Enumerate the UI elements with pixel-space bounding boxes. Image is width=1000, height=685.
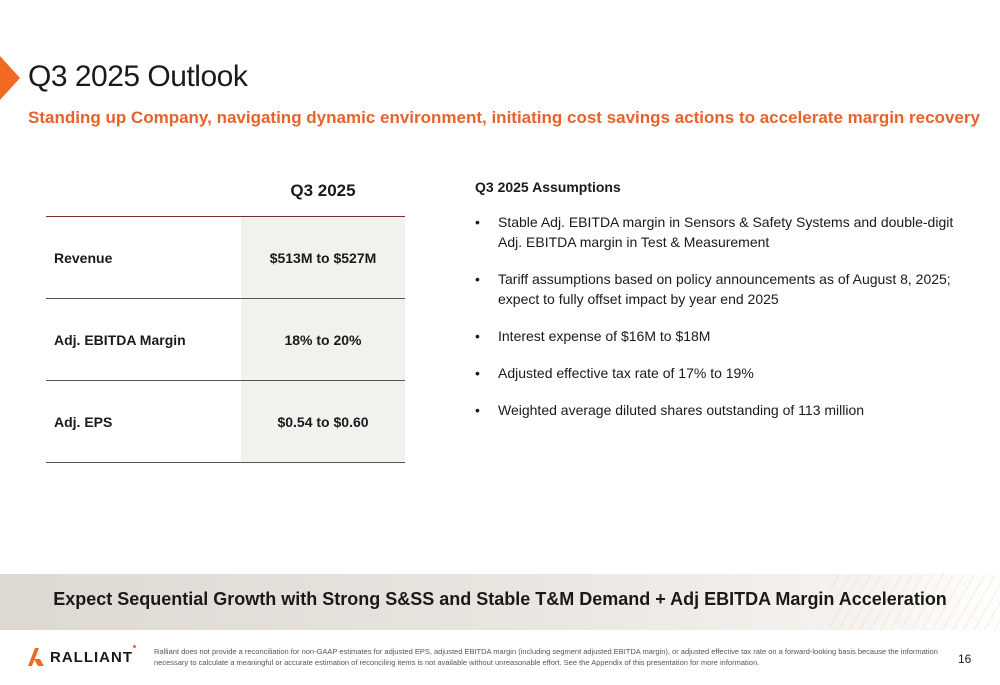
row-value: 18% to 20% [241,299,405,380]
list-item: • Interest expense of $16M to $18M [475,326,975,346]
list-item: • Adjusted effective tax rate of 17% to 1… [475,363,975,383]
assumptions-title: Q3 2025 Assumptions [475,179,621,195]
table-column-header: Q3 2025 [290,181,356,200]
page-title: Q3 2025 Outlook [28,60,248,93]
logo-text: RALLIANT [50,648,133,666]
footer-dot [133,645,136,648]
list-item-text: Interest expense of $16M to $18M [498,328,711,344]
assumptions-list: • Stable Adj. EBITDA margin in Sensors & … [475,212,975,437]
bullet-icon: • [475,365,480,381]
list-item: • Stable Adj. EBITDA margin in Sensors & … [475,212,975,252]
row-label: Adj. EBITDA Margin [54,331,186,348]
list-item: • Tariff assumptions based on policy anno… [475,269,975,309]
bullet-icon: • [475,402,480,418]
company-logo: RALLIANT [28,648,133,666]
row-label: Revenue [54,249,113,266]
list-item-text: Tariff assumptions based on policy annou… [498,271,951,307]
row-label: Adj. EPS [54,413,113,430]
page-number: 16 [958,652,972,666]
table-row: Adj. EPS $0.54 to $0.60 [46,381,405,463]
list-item: • Weighted average diluted shares outstan… [475,400,975,420]
banner-text: Expect Sequential Growth with Strong S&S… [53,589,947,609]
bullet-icon: • [475,328,480,344]
ralliant-logo-icon [28,648,44,666]
title-accent-arrow [0,56,20,100]
conclusion-banner: Expect Sequential Growth with Strong S&S… [0,574,1000,630]
bullet-icon: • [475,271,480,287]
guidance-table: Revenue $513M to $527M Adj. EBITDA Margi… [46,216,405,463]
list-item-text: Stable Adj. EBITDA margin in Sensors & S… [498,214,954,250]
list-item-text: Adjusted effective tax rate of 17% to 19… [498,365,754,381]
page-subtitle: Standing up Company, navigating dynamic … [28,108,980,127]
banner-decoration [830,574,1000,630]
row-value: $513M to $527M [241,217,405,298]
bullet-icon: • [475,214,480,230]
list-item-text: Weighted average diluted shares outstand… [498,402,865,418]
table-row: Revenue $513M to $527M [46,217,405,299]
footer-disclaimer: Ralliant does not provide a reconciliati… [154,647,938,667]
table-row: Adj. EBITDA Margin 18% to 20% [46,299,405,381]
row-value: $0.54 to $0.60 [241,381,405,462]
